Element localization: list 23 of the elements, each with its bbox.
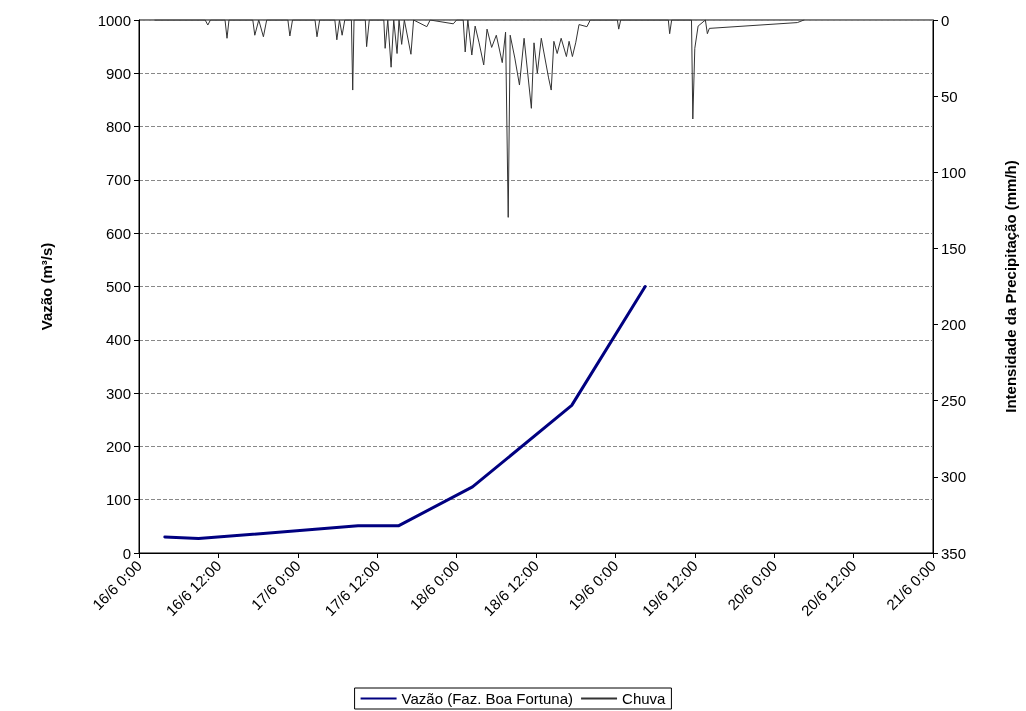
- y-tick-label: 900: [105, 64, 131, 82]
- legend-label: Vazão (Faz. Boa Fortuna): [401, 690, 574, 707]
- y-tick-label: 400: [105, 331, 131, 349]
- y-tick-label: 300: [105, 384, 131, 402]
- y2-tick-label: 0: [941, 11, 950, 29]
- y-tick-label: 0: [122, 544, 131, 562]
- y2-tick-label: 50: [941, 87, 958, 105]
- y2-tick-label: 150: [941, 239, 967, 257]
- y2-axis-title: Intensidade da Precipitação (mm/h): [1002, 160, 1019, 413]
- y-axis-title: Vazão (m³/s): [38, 242, 55, 331]
- y-tick-label: 200: [105, 437, 131, 455]
- y2-tick-label: 250: [941, 392, 967, 410]
- y-tick-label: 1000: [97, 11, 131, 29]
- y-tick-label: 500: [105, 278, 131, 295]
- y-tick-label: 800: [105, 118, 131, 136]
- y2-tick-label: 350: [941, 544, 967, 562]
- y-tick-label: 600: [105, 224, 131, 242]
- y2-tick-label: 200: [941, 316, 967, 334]
- y2-tick-label: 300: [941, 468, 967, 486]
- legend-label: Chuva: [622, 690, 667, 707]
- y-tick-label: 700: [105, 171, 131, 189]
- y-tick-label: 100: [105, 491, 131, 509]
- y2-tick-label: 100: [941, 163, 967, 181]
